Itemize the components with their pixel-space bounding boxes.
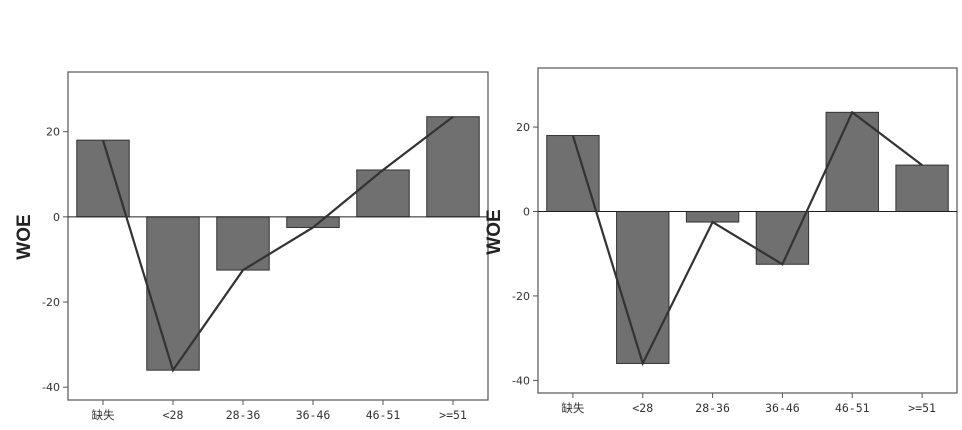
plot-frame (67, 71, 489, 401)
x-tick-label: 缺失 (561, 401, 584, 415)
y-tick-label: -40 (42, 381, 60, 394)
x-tick-label: 36-46 (765, 401, 800, 415)
bar-2 (685, 211, 740, 223)
bar-2 (216, 216, 270, 271)
y-tick-label: -40 (512, 374, 530, 387)
x-tick-label: 46-51 (835, 401, 870, 415)
bar-1 (146, 216, 200, 371)
woe-trend-line (101, 115, 454, 373)
y-tick-label: -20 (42, 296, 60, 309)
y-tick-label: 20 (516, 121, 530, 134)
y-tick-label: 0 (53, 211, 60, 224)
woe-chart-left: 20 0 -20 -40 WOE 缺失 <28 28-36 36-46 46-51 >=51 (14, 71, 489, 422)
x-tick-label: 缺失 (92, 408, 115, 422)
x-tick-label: 36-46 (296, 408, 331, 422)
plot-frame (537, 67, 958, 394)
y-tick-label: 20 (46, 126, 60, 139)
x-tick-label: >=51 (439, 408, 467, 422)
woe-chart-right: 20 0 -20 -40 WOE 缺失 <28 28-36 36-46 46-51 >=51 (484, 67, 958, 415)
y-tick-label: -20 (512, 290, 530, 303)
y-axis-label: WOE (14, 214, 35, 259)
bar-3 (286, 216, 340, 228)
x-tick-label: 28-36 (226, 408, 261, 422)
bar-4 (356, 169, 410, 218)
x-tick-label: <28 (163, 408, 184, 422)
bar-3 (755, 211, 810, 265)
bar-5 (895, 164, 949, 213)
x-tick-label: 28-36 (695, 401, 730, 415)
x-tick-label: 46-51 (366, 408, 401, 422)
y-tick-label: 0 (523, 206, 530, 219)
bar-0 (546, 135, 600, 213)
y-axis-label: WOE (484, 209, 505, 254)
x-tick-label: >=51 (908, 401, 936, 415)
woe-trend-line (571, 110, 923, 367)
x-tick-label: <28 (632, 401, 653, 415)
bar-5 (426, 116, 480, 218)
bar-0 (76, 139, 130, 218)
bar-1 (616, 211, 670, 364)
